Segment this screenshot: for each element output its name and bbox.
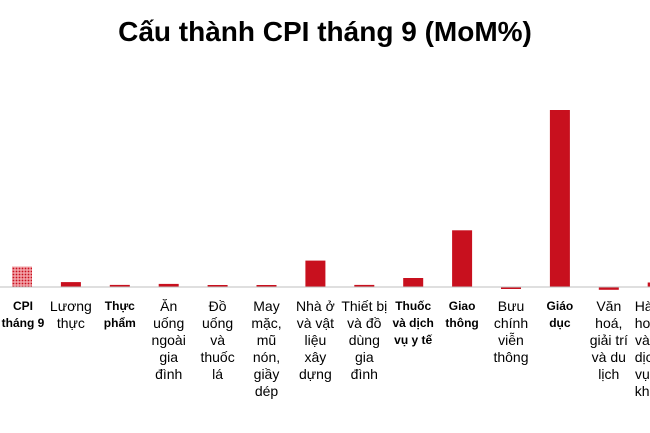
category-label-1: Lương thực [49, 298, 92, 331]
bar-11 [549, 110, 570, 287]
category-label-2: Thực phẩm [103, 299, 136, 330]
category-label-3: Ăn uống ngoài gia đình [151, 298, 186, 382]
bar-3 [158, 283, 179, 287]
category-label-7: Thiết bị và đồ dùng gia đình [341, 298, 388, 382]
category-label-6: Nhà ở và vật liệu xây dựng [296, 298, 335, 382]
bar-8 [403, 278, 424, 287]
bar-7 [354, 284, 375, 287]
bar-10 [501, 287, 521, 289]
category-label-13: Hàng hoá và dịch vụ khác [634, 298, 650, 399]
category-label-4: Đồ uống và thuốc lá [200, 298, 235, 382]
category-label-9: Giao thông [445, 299, 479, 330]
bar-4 [207, 285, 228, 287]
category-label-10: Bưu chính viễn thông [493, 298, 529, 365]
bar-9 [452, 230, 473, 287]
category-label-8: Thuốc và dịch vụ y tế [392, 299, 434, 347]
chart-title: Cấu thành CPI tháng 9 (MoM%) [118, 16, 532, 47]
bars-layer [12, 110, 650, 290]
bar-5 [256, 285, 277, 287]
bar-0 [12, 266, 32, 287]
bar-2 [109, 284, 130, 287]
bar-1 [60, 282, 81, 287]
category-label-11: Giáo dục [546, 299, 574, 330]
category-label-5: May mặc, mũ nón, giầy dép [251, 298, 282, 399]
bar-6 [305, 260, 326, 287]
category-label-12: Văn hoá, giải trí và du lịch [589, 298, 628, 382]
bar-12 [598, 287, 619, 290]
category-label-0: CPI tháng 9 [1, 299, 45, 330]
bar-13 [647, 282, 650, 287]
